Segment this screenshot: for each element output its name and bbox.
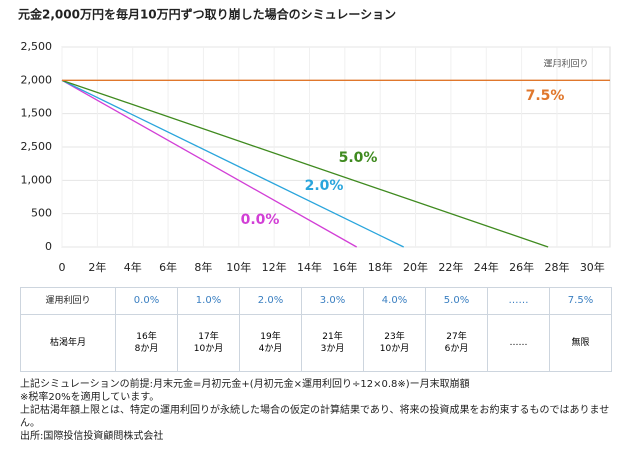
table-cell: 23年 10か月 xyxy=(363,314,426,372)
y-tick-label: 1,000 xyxy=(21,173,53,186)
y-tick-label: 1,500 xyxy=(21,107,53,120)
chart: 元金2,000万円を毎月10万円ずつ取り崩した場合のシミュレーション 運用利回り… xyxy=(18,7,611,274)
table-cell: …… xyxy=(487,314,550,372)
table-cell: 21年 3か月 xyxy=(301,314,364,372)
y-tick-label: 500 xyxy=(31,207,52,220)
x-tick-label: 22年 xyxy=(438,260,463,274)
series-line xyxy=(61,79,549,248)
x-tick-label: 30年 xyxy=(580,260,605,274)
x-tick-label: 2年 xyxy=(88,260,106,274)
x-tick-label: 10年 xyxy=(226,260,251,274)
x-tick-label: 24年 xyxy=(474,260,499,274)
series-label: 0.0% xyxy=(241,212,280,228)
x-tick-label: 12年 xyxy=(262,260,287,274)
series-line xyxy=(61,79,404,248)
table-row: 運用利回り 0.0% 1.0% 2.0% 3.0% 4.0% 5.0%…… 7.5% xyxy=(20,287,612,315)
table-cell: 5.0% xyxy=(425,287,488,315)
y-tick-label: 2,500 xyxy=(21,40,53,53)
table-cell: 16年 8か月 xyxy=(115,314,178,372)
table-cell: 1.0% xyxy=(177,287,240,315)
y-tick-label: 2,000 xyxy=(21,73,53,86)
series-label: 2.0% xyxy=(305,178,344,194)
x-tick-label: 18年 xyxy=(368,260,393,274)
table: 運用利回り 0.0% 1.0% 2.0% 3.0% 4.0% 5.0%…… 7.5% 枯渇年月 1… xyxy=(20,287,612,372)
table-cell: 4.0% xyxy=(363,287,426,315)
table-cell: 枯渇年月 xyxy=(20,314,116,372)
table-cell: 無限 xyxy=(549,314,612,372)
x-tick-label: 0 xyxy=(59,261,66,274)
x-tick-label: 16年 xyxy=(332,260,357,274)
note: 出所:国際投信投資顧問株式会社 xyxy=(20,431,164,442)
x-tick-label: 28年 xyxy=(544,260,569,274)
note: 上記シミュレーションの前提:月末元金=月初元金+(月初元金×運用利回り÷12×0… xyxy=(20,379,470,390)
table-cell: 2.0% xyxy=(239,287,302,315)
table-cell: …… xyxy=(487,287,550,315)
note: ※税率20%を適用しています。 xyxy=(20,392,160,403)
series-label: 5.0% xyxy=(339,150,378,166)
chart-title: 元金2,000万円を毎月10万円ずつ取り崩した場合のシミュレーション xyxy=(18,7,396,22)
x-tick-label: 4年 xyxy=(124,260,142,274)
x-tick-label: 6年 xyxy=(159,260,177,274)
x-tick-label: 14年 xyxy=(297,260,322,274)
table-cell: 17年 10か月 xyxy=(177,314,240,372)
table-cell: 運用利回り xyxy=(20,287,116,315)
table-row: 枯渇年月 16年 8か月 17年 10か月 19年 4か月 21年 3か月 23年 10か… xyxy=(20,314,612,372)
notes: 上記シミュレーションの前提:月末元金=月初元金+(月初元金×運用利回り÷12×0… xyxy=(20,378,620,443)
table-cell: 27年 6か月 xyxy=(425,314,488,372)
table-cell: 19年 4か月 xyxy=(239,314,302,372)
x-tick-label: 26年 xyxy=(509,260,534,274)
table-cell: 0.0% xyxy=(115,287,178,315)
annotation: 運用利回り xyxy=(543,58,588,70)
y-tick-label: 2,500 xyxy=(21,140,53,153)
y-tick-label: 0 xyxy=(45,240,52,253)
series-label: 7.5% xyxy=(526,88,565,104)
table-cell: 7.5% xyxy=(549,287,612,315)
x-tick-label: 20年 xyxy=(403,260,428,274)
x-tick-label: 8年 xyxy=(194,260,212,274)
series-line xyxy=(61,79,358,248)
table-cell: 3.0% xyxy=(301,287,364,315)
note: 上記枯渇年額上限とは、特定の運用利回りが永続した場合の仮定の計算結果であり、将来… xyxy=(20,405,610,429)
